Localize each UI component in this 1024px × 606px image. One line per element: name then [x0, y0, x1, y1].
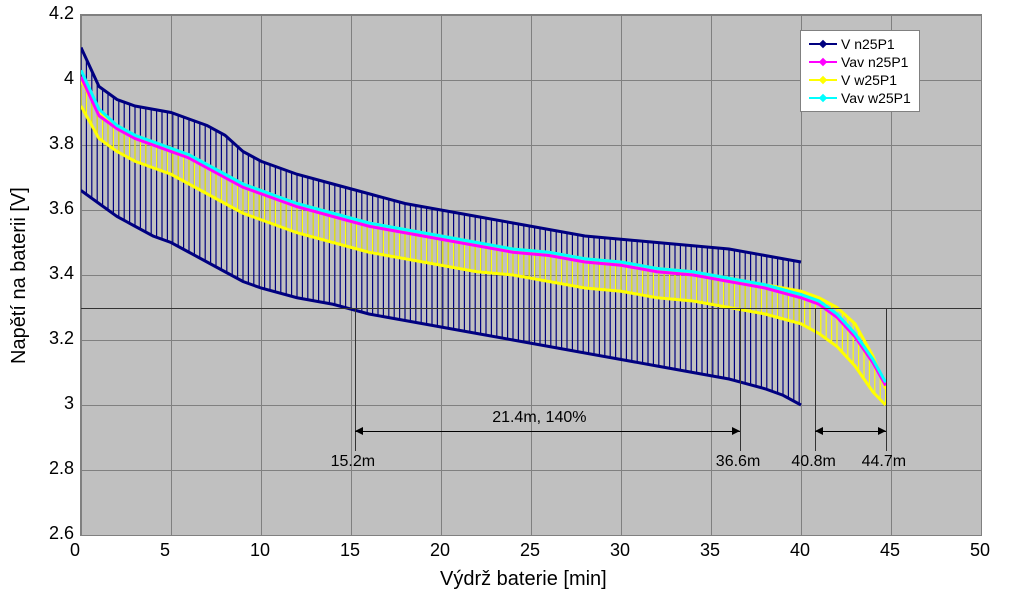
legend-item: V n25P1 [809, 35, 911, 53]
y-tick-label: 3.6 [49, 198, 74, 219]
legend-label: Vav w25P1 [841, 90, 911, 106]
annotation-text: 15.2m [331, 453, 375, 471]
x-tick-label: 20 [430, 540, 450, 561]
legend: V n25P1 Vav n25P1 V w25P1 Vav w25P1 [800, 30, 920, 112]
series-yellow_upper [81, 80, 886, 389]
annotation-vline [740, 308, 741, 451]
x-tick-label: 25 [520, 540, 540, 561]
y-tick-label: 4 [64, 68, 74, 89]
x-tick-label: 30 [610, 540, 630, 561]
legend-item: V w25P1 [809, 71, 911, 89]
annotation-text: 36.6m [716, 453, 760, 471]
y-tick-label: 4.2 [49, 3, 74, 24]
annotation-mid-text: 21.4m, 140% [492, 409, 586, 427]
annotation-text: 44.7m [862, 453, 906, 471]
grid-y [81, 535, 981, 536]
legend-label: V w25P1 [841, 72, 897, 88]
annotation-vline [886, 308, 887, 451]
y-tick-label: 2.6 [49, 523, 74, 544]
x-tick-label: 15 [340, 540, 360, 561]
y-axis-label: Napětí na baterii [V] [8, 187, 31, 364]
x-tick-label: 35 [700, 540, 720, 561]
legend-label: V n25P1 [841, 36, 895, 52]
y-tick-label: 3 [64, 393, 74, 414]
x-tick-label: 45 [880, 540, 900, 561]
x-tick-label: 10 [250, 540, 270, 561]
legend-label: Vav n25P1 [841, 54, 908, 70]
x-tick-label: 5 [160, 540, 170, 561]
legend-item: Vav n25P1 [809, 53, 911, 71]
x-tick-label: 40 [790, 540, 810, 561]
annotation-arrow [815, 431, 885, 432]
y-tick-label: 2.8 [49, 458, 74, 479]
reference-line [81, 308, 981, 309]
annotation-arrow [355, 431, 740, 432]
grid-x [981, 15, 982, 535]
x-axis-label: Výdrž baterie [min] [440, 568, 607, 591]
annotation-text: 40.8m [791, 453, 835, 471]
y-tick-label: 3.4 [49, 263, 74, 284]
y-tick-label: 3.8 [49, 133, 74, 154]
legend-item: Vav w25P1 [809, 89, 911, 107]
x-tick-label: 50 [970, 540, 990, 561]
y-tick-label: 3.2 [49, 328, 74, 349]
